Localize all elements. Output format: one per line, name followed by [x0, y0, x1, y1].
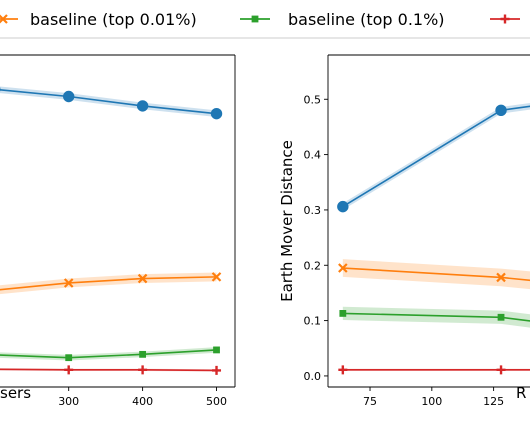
right-panel: 75 100 125 0.0 0.1 0.2 0.3 0.4 0.5 R Earth Mover D… — [278, 54, 530, 408]
data-point — [63, 278, 74, 288]
legend: baseline (top 0.01%) baseline (top 0.1%) — [0, 0, 530, 39]
confidence-band — [342, 306, 530, 328]
legend-item-1: baseline (top 0.01%) — [30, 10, 197, 29]
series-line — [0, 349, 217, 359]
x-tick-label: 125 — [483, 395, 504, 408]
x-tick-label: 400 — [132, 395, 153, 408]
series-line — [0, 368, 217, 372]
y-tick-label: 0.5 — [304, 93, 322, 106]
series-2 — [339, 306, 530, 328]
data-point — [338, 263, 348, 273]
data-point — [495, 104, 507, 117]
series-line — [0, 89, 217, 115]
confidence-band — [0, 347, 217, 361]
data-point — [139, 350, 147, 358]
data-point — [213, 346, 220, 354]
legend-marker — [0, 14, 8, 24]
data-point — [497, 313, 505, 321]
y-axis-label: Earth Mover Distance — [278, 140, 296, 302]
legend-item-0 — [0, 14, 18, 24]
y-tick-label: 0.3 — [304, 204, 322, 217]
x-axis-label: R — [516, 384, 526, 402]
y-tick-label: 0.2 — [304, 259, 322, 272]
data-point — [65, 354, 73, 362]
x-tick-label: 75 — [363, 395, 377, 408]
series-line — [0, 276, 217, 291]
data-point — [136, 100, 149, 112]
x-tick-label: 500 — [206, 395, 227, 408]
series-0 — [0, 86, 223, 120]
legend-label: baseline (top 0.1%) — [288, 10, 445, 29]
y-tick-label: 0.4 — [304, 149, 322, 162]
x-tick-label: 300 — [58, 395, 79, 408]
confidence-band — [342, 102, 530, 210]
legend-label: baseline (top 0.01%) — [30, 10, 197, 29]
plot-area — [0, 86, 223, 375]
series-3 — [0, 365, 222, 375]
data-point — [62, 90, 75, 103]
data-point — [338, 365, 348, 375]
legend-marker — [500, 14, 510, 24]
data-point — [210, 107, 223, 120]
data-point — [137, 273, 148, 284]
legend-marker — [251, 15, 259, 23]
data-point — [496, 272, 506, 283]
confidence-band — [0, 272, 217, 295]
data-point — [496, 365, 506, 375]
series-3 — [338, 365, 530, 375]
series-0 — [337, 102, 530, 213]
series-2 — [0, 346, 220, 362]
series-1 — [338, 259, 530, 290]
confidence-band — [342, 259, 530, 290]
legend-item-2: baseline (top 0.1%) — [240, 10, 445, 29]
plot-area — [337, 102, 530, 375]
data-point — [212, 365, 222, 375]
data-point — [211, 272, 222, 282]
series-1 — [0, 272, 222, 295]
legend-item-3 — [490, 14, 520, 24]
x-tick-label: 100 — [421, 395, 442, 408]
data-point — [138, 365, 148, 375]
y-tick-label: 0.1 — [304, 315, 322, 328]
data-point — [339, 310, 347, 317]
y-tick-label: 0.0 — [304, 370, 322, 383]
left-panel: 300 400 500 sers — [0, 54, 236, 408]
x-axis-label: sers — [0, 384, 31, 402]
data-point — [64, 365, 74, 375]
data-point — [337, 200, 349, 213]
